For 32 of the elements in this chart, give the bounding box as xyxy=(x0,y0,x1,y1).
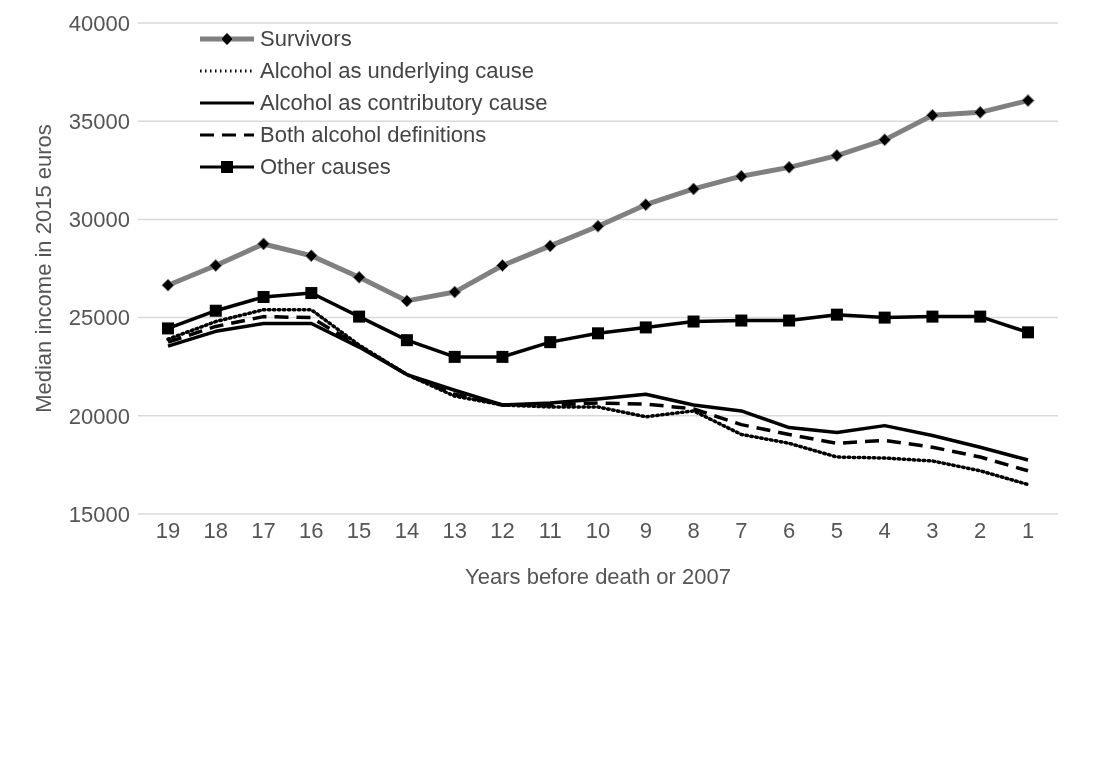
x-tick-label: 17 xyxy=(251,517,276,543)
x-tick-label: 3 xyxy=(926,517,939,543)
legend-label: Other causes xyxy=(260,154,391,180)
x-tick-label: 8 xyxy=(687,517,700,543)
legend-label: Both alcohol definitions xyxy=(260,122,487,148)
y-tick-label: 40000 xyxy=(68,10,130,36)
x-axis-title: Years before death or 2007 xyxy=(465,564,731,589)
x-tick-label: 19 xyxy=(155,517,181,543)
y-tick-label: 15000 xyxy=(68,501,130,527)
x-tick-label: 12 xyxy=(490,517,515,543)
x-tick-label: 11 xyxy=(538,517,562,543)
x-tick-label: 5 xyxy=(830,517,844,543)
x-tick-label: 6 xyxy=(782,517,796,543)
legend-label: Alcohol as contributory cause xyxy=(260,90,548,116)
x-tick-label: 16 xyxy=(299,517,324,543)
y-tick-label: 20000 xyxy=(68,403,130,429)
y-tick-label: 30000 xyxy=(68,207,130,233)
x-tick-label: 4 xyxy=(878,517,891,543)
y-tick-label: 35000 xyxy=(68,109,130,135)
y-axis-title: Median income in 2015 euros xyxy=(30,124,56,413)
x-tick-label: 7 xyxy=(735,517,748,543)
x-tick-label: 9 xyxy=(639,517,652,543)
legend-label: Alcohol as underlying cause xyxy=(260,58,534,84)
x-tick-label: 15 xyxy=(346,517,372,543)
legend-label: Survivors xyxy=(260,26,352,52)
x-tick-label: 2 xyxy=(974,517,987,543)
x-tick-label: 18 xyxy=(203,517,229,543)
y-tick-label: 25000 xyxy=(68,305,130,331)
x-tick-label: 13 xyxy=(442,517,467,543)
x-tick-label: 10 xyxy=(585,517,611,543)
x-tick-label: 1 xyxy=(1021,517,1035,543)
x-tick-label: 14 xyxy=(394,517,420,543)
